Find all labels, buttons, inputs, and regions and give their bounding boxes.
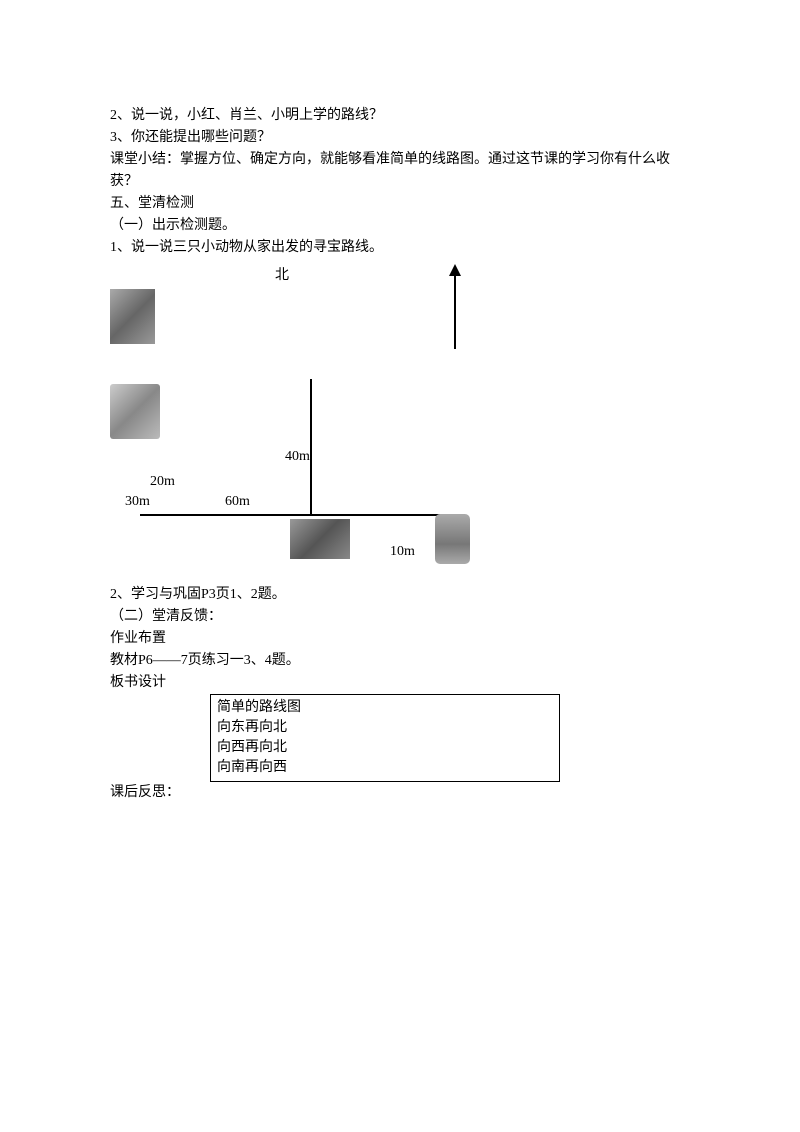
distance-20m: 20m [150, 474, 175, 490]
board-line-4: 向南再向西 [217, 758, 553, 778]
horizontal-path [140, 514, 450, 516]
subsection-2: （二）堂清反馈： [110, 606, 690, 628]
distance-30m: 30m [125, 494, 150, 510]
treasure-icon [290, 519, 350, 559]
class-summary: 课堂小结：掌握方位、确定方向，就能够看准简单的线路图。通过这节课的学习你有什么收… [110, 149, 690, 193]
board-line-2: 向东再向北 [217, 718, 553, 738]
route-diagram: 北 40m 20m 30m 60m 10m [110, 264, 670, 584]
question-2: 2、说一说，小红、肖兰、小明上学的路线？ [110, 105, 690, 127]
homework-title: 作业布置 [110, 628, 690, 650]
after-class-reflection: 课后反思： [110, 782, 690, 804]
board-design-title: 板书设计 [110, 672, 690, 694]
distance-10m: 10m [390, 544, 415, 560]
board-design-box: 简单的路线图 向东再向北 向西再向北 向南再向西 [210, 694, 560, 782]
north-label: 北 [275, 264, 289, 284]
question-3: 3、你还能提出哪些问题？ [110, 127, 690, 149]
distance-40m: 40m [285, 449, 310, 465]
cat-icon [110, 289, 155, 344]
section-5-title: 五、堂清检测 [110, 193, 690, 215]
dog-icon [110, 384, 160, 439]
distance-60m: 60m [225, 494, 250, 510]
subsection-1: （一）出示检测题。 [110, 215, 690, 237]
girl-icon [435, 514, 470, 564]
board-line-3: 向西再向北 [217, 738, 553, 758]
board-line-1: 简单的路线图 [217, 698, 553, 718]
homework-content: 教材P6——7页练习一3、4题。 [110, 650, 690, 672]
north-arrow-line [454, 274, 456, 349]
task-1: 1、说一说三只小动物从家出发的寻宝路线。 [110, 237, 690, 259]
vertical-path [310, 379, 312, 514]
task-2: 2、学习与巩固P3页1、2题。 [110, 584, 690, 606]
